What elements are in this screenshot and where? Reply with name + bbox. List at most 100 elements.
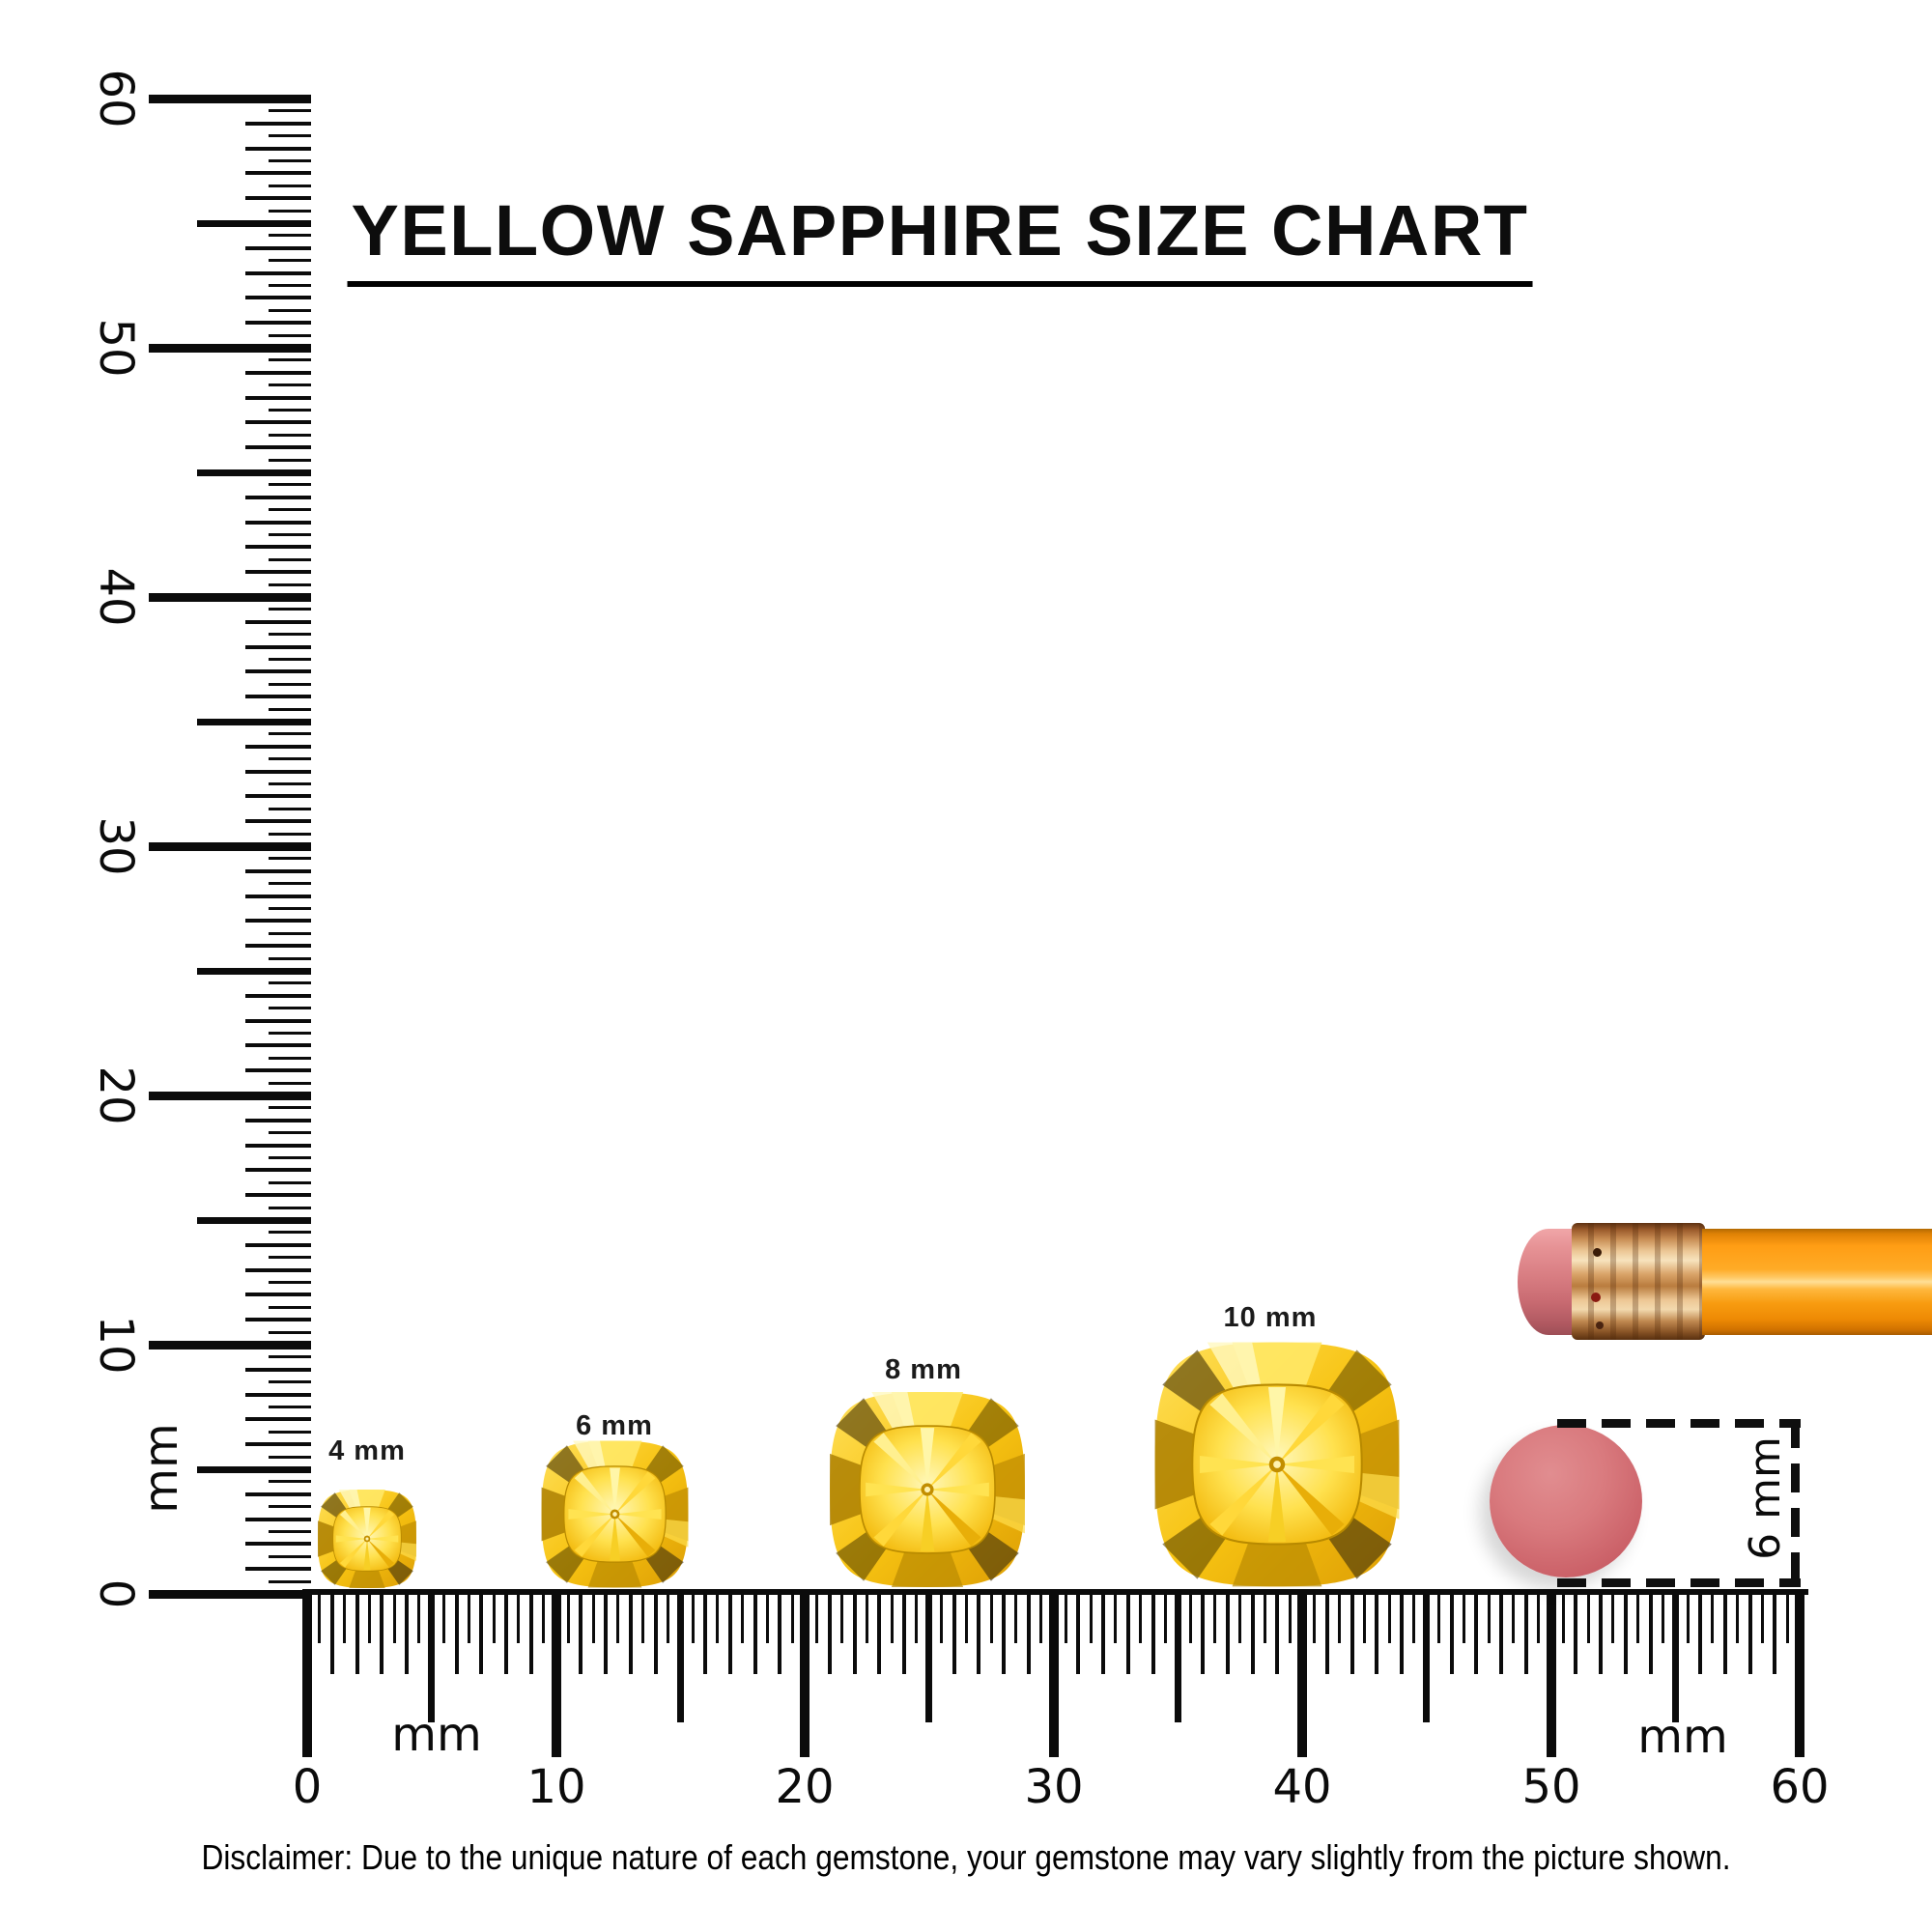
vruler-tick: [269, 284, 311, 287]
vruler-tick: [269, 1505, 311, 1509]
vruler-tick: [269, 582, 311, 586]
vruler-tick: [269, 707, 311, 711]
vruler-tick: [149, 592, 311, 602]
hruler-tick: [691, 1595, 695, 1643]
hruler-tick: [1487, 1595, 1491, 1643]
hruler-tick: [703, 1595, 707, 1674]
hruler-tick: [865, 1595, 868, 1643]
hruler-tick: [989, 1595, 993, 1643]
vruler-tick: [245, 894, 311, 898]
hruler-tick: [925, 1595, 933, 1722]
hruler-tick: [666, 1595, 669, 1643]
vruler-tick: [269, 832, 311, 836]
hruler-tick: [1546, 1595, 1556, 1757]
gem-label-8mm: 8 mm: [885, 1354, 962, 1385]
measure-dash-bottom: [1557, 1578, 1801, 1587]
vruler-tick: [197, 219, 311, 227]
hruler-tick: [1089, 1595, 1093, 1643]
hruler-tick: [1795, 1595, 1804, 1757]
hruler-label-0: 0: [292, 1760, 323, 1814]
vruler-tick: [269, 184, 311, 187]
hruler-tick: [1773, 1595, 1777, 1674]
hruler-tick: [852, 1595, 857, 1674]
vruler-tick: [269, 757, 311, 761]
hruler-tick: [329, 1595, 334, 1674]
vruler-tick: [197, 967, 311, 975]
hruler-tick: [1114, 1595, 1118, 1643]
vruler-tick: [245, 1542, 311, 1547]
hruler-tick: [790, 1595, 794, 1643]
vruler-tick: [197, 469, 311, 476]
vruler-label-0: 0: [89, 1578, 143, 1609]
hruler-tick: [877, 1595, 882, 1674]
hruler-unit-mm-right: mm: [1637, 1710, 1728, 1764]
vruler-tick: [149, 94, 311, 103]
hruler-tick: [302, 1595, 312, 1757]
pencil-eraser-tip: [1518, 1229, 1581, 1335]
hruler-tick: [1350, 1595, 1354, 1674]
hruler-tick: [1362, 1595, 1366, 1643]
vruler-tick: [245, 570, 311, 575]
vruler-tick: [269, 557, 311, 561]
hruler-tick: [1648, 1595, 1653, 1674]
vruler-tick: [245, 1442, 311, 1447]
hruler-tick: [1586, 1595, 1590, 1643]
hruler-tick: [417, 1595, 421, 1643]
hruler-tick: [840, 1595, 844, 1643]
hruler-tick: [1387, 1595, 1391, 1643]
hruler-tick: [1661, 1595, 1664, 1643]
hruler-tick: [753, 1595, 757, 1674]
hruler-tick: [504, 1595, 508, 1674]
vruler-tick: [269, 508, 311, 512]
hruler-tick: [915, 1595, 919, 1643]
vruler-tick: [269, 358, 311, 362]
vruler-tick: [269, 1131, 311, 1135]
hruler-label-10: 10: [526, 1760, 586, 1814]
hruler-tick: [628, 1595, 633, 1674]
vruler-tick: [269, 1180, 311, 1184]
vruler-tick: [269, 533, 311, 536]
hruler-tick: [1163, 1595, 1167, 1643]
vruler-tick: [269, 1530, 311, 1533]
hruler-tick: [1599, 1595, 1603, 1674]
vruler-tick: [269, 1430, 311, 1434]
vruler-tick: [269, 1579, 311, 1583]
hruler-tick: [815, 1595, 819, 1643]
vruler-tick: [269, 1106, 311, 1110]
vruler-label-40: 40: [89, 567, 143, 627]
hruler-tick: [1188, 1595, 1192, 1643]
hruler-tick: [641, 1595, 645, 1643]
vruler-tick: [269, 857, 311, 861]
vruler-tick: [269, 682, 311, 686]
vruler-tick: [269, 308, 311, 312]
hruler-tick: [1026, 1595, 1031, 1674]
vruler-tick: [245, 744, 311, 749]
hruler-tick: [355, 1595, 359, 1674]
vruler-tick: [245, 1193, 311, 1198]
gem-label-6mm: 6 mm: [576, 1410, 653, 1441]
vruler-tick: [269, 134, 311, 138]
hruler-tick: [778, 1595, 782, 1674]
hruler-tick: [1698, 1595, 1702, 1674]
hruler-label-60: 60: [1770, 1760, 1830, 1814]
hruler-tick: [479, 1595, 484, 1674]
vruler-tick: [245, 644, 311, 649]
hruler-tick: [1760, 1595, 1764, 1643]
gem-label-10mm: 10 mm: [1223, 1302, 1318, 1333]
vruler-tick: [269, 956, 311, 960]
hruler-tick: [1423, 1595, 1431, 1722]
vruler-label-30: 30: [89, 816, 143, 876]
hruler-tick: [442, 1595, 446, 1643]
vruler-tick: [269, 1455, 311, 1459]
vruler-tick: [245, 1018, 311, 1023]
hruler-tick: [1512, 1595, 1516, 1643]
hruler-tick: [1014, 1595, 1018, 1643]
hruler-tick: [591, 1595, 595, 1643]
vruler-tick: [245, 1068, 311, 1073]
vruler-tick: [269, 209, 311, 213]
vruler-tick: [245, 171, 311, 176]
vruler-tick: [269, 384, 311, 387]
hruler-tick: [1711, 1595, 1715, 1643]
vruler-tick: [269, 1231, 311, 1235]
